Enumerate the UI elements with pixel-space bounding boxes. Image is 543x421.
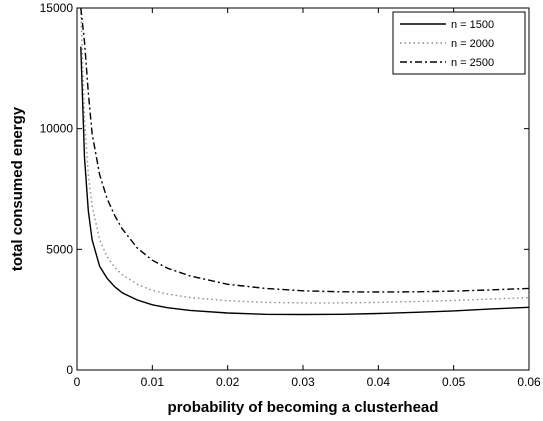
x-tick-label: 0.05 — [442, 375, 466, 389]
y-tick-label: 10000 — [40, 122, 74, 136]
series-layer — [80, 7, 530, 316]
series-line-3 — [80, 7, 530, 293]
x-tick-label: 0.06 — [517, 375, 541, 389]
x-tick-label: 0.02 — [216, 375, 240, 389]
y-tick-label: 15000 — [40, 1, 74, 15]
y-axis-ticks: 0 5000 10000 15000 — [40, 1, 529, 377]
x-tick-label: 0 — [74, 375, 81, 389]
y-tick-label: 0 — [66, 363, 73, 377]
x-tick-label: 0.04 — [367, 375, 391, 389]
series-line-1 — [80, 46, 530, 316]
series-line-2 — [80, 7, 530, 304]
legend: n = 1500 n = 2000 n = 2500 — [392, 11, 526, 75]
y-tick-label: 5000 — [46, 242, 73, 256]
x-axis-ticks: 0 0.01 0.02 0.03 0.04 0.05 0.06 — [74, 8, 541, 389]
x-tick-label: 0.03 — [291, 375, 315, 389]
legend-label-3: n = 2500 — [451, 57, 494, 69]
legend-label-2: n = 2000 — [451, 38, 494, 50]
x-tick-label: 0.01 — [141, 375, 165, 389]
legend-label-1: n = 1500 — [451, 19, 494, 31]
x-axis-title: probability of becoming a clusterhead — [168, 399, 439, 416]
y-axis-title: total consumed energy — [9, 106, 26, 271]
